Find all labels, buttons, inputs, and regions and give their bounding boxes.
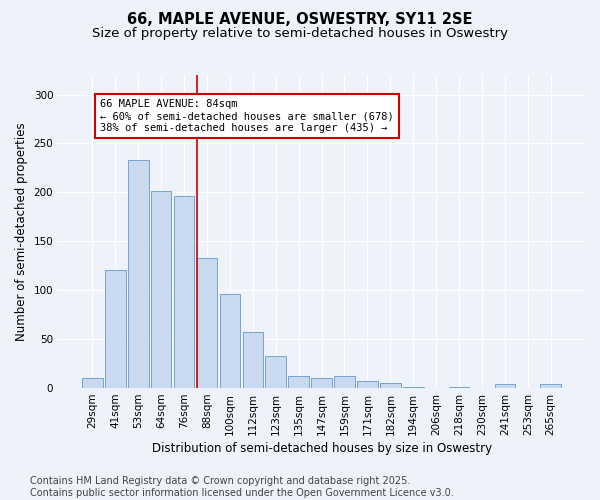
Bar — [220, 294, 240, 388]
Text: 66 MAPLE AVENUE: 84sqm
← 60% of semi-detached houses are smaller (678)
38% of se: 66 MAPLE AVENUE: 84sqm ← 60% of semi-det… — [100, 100, 394, 132]
Bar — [380, 383, 401, 388]
Bar — [128, 160, 149, 388]
Y-axis label: Number of semi-detached properties: Number of semi-detached properties — [15, 122, 28, 341]
Bar — [174, 196, 194, 388]
Text: 66, MAPLE AVENUE, OSWESTRY, SY11 2SE: 66, MAPLE AVENUE, OSWESTRY, SY11 2SE — [127, 12, 473, 28]
Bar — [403, 387, 424, 388]
Bar — [541, 384, 561, 388]
Bar — [494, 384, 515, 388]
Bar — [289, 376, 309, 388]
Bar — [197, 258, 217, 388]
Bar — [449, 387, 469, 388]
Bar — [242, 332, 263, 388]
Bar — [357, 381, 378, 388]
Text: Size of property relative to semi-detached houses in Oswestry: Size of property relative to semi-detach… — [92, 28, 508, 40]
Text: Contains HM Land Registry data © Crown copyright and database right 2025.
Contai: Contains HM Land Registry data © Crown c… — [30, 476, 454, 498]
Bar — [265, 356, 286, 388]
Bar — [151, 192, 172, 388]
Bar — [82, 378, 103, 388]
X-axis label: Distribution of semi-detached houses by size in Oswestry: Distribution of semi-detached houses by … — [152, 442, 491, 455]
Bar — [334, 376, 355, 388]
Bar — [105, 270, 125, 388]
Bar — [311, 378, 332, 388]
